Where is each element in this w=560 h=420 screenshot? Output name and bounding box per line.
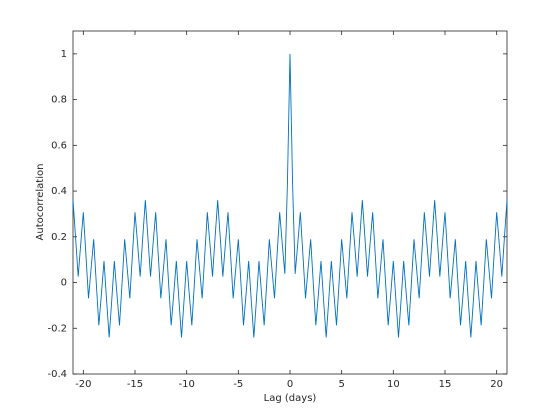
x-tick-label: 5 (338, 379, 344, 390)
y-axis-label: Autocorrelation (35, 164, 46, 241)
x-tick-label: 10 (387, 379, 400, 390)
x-tick-label: 0 (287, 379, 293, 390)
x-tick-label: -10 (178, 379, 194, 390)
x-tick-label: -5 (233, 379, 243, 390)
data-line (72, 53, 508, 338)
y-tick-label: 0.6 (51, 140, 67, 151)
y-tick-label: -0.2 (47, 323, 67, 334)
x-axis-label: Lag (days) (264, 393, 317, 404)
y-tick-label: 0 (61, 278, 67, 289)
x-tick-label: -15 (127, 379, 143, 390)
x-tick-label: -20 (75, 379, 91, 390)
y-tick-label: 1 (61, 49, 67, 60)
axes-box (72, 30, 508, 375)
x-tick-label: 15 (439, 379, 452, 390)
y-tick-label: 0.8 (51, 95, 67, 106)
y-tick-label: -0.4 (47, 369, 67, 380)
y-tick-label: 0.4 (51, 186, 67, 197)
x-tick-label: 20 (490, 379, 503, 390)
y-tick-label: 0.2 (51, 232, 67, 243)
